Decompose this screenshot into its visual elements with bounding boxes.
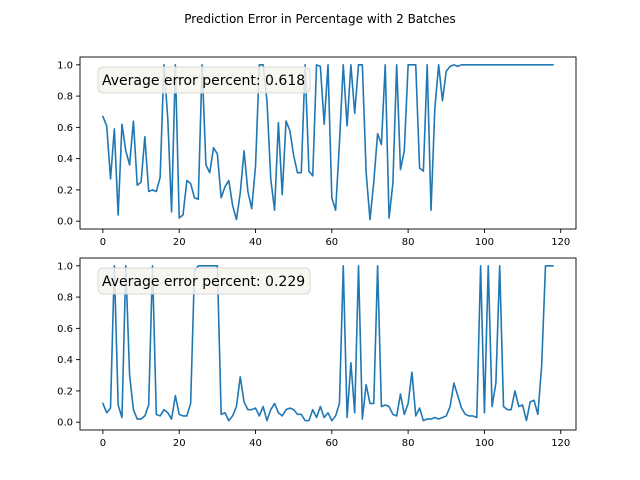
top-x-tick-label: 100 — [475, 237, 494, 248]
top-y-tick-label: 1.0 — [57, 60, 73, 71]
subplot-top: Average error percent: 0.618 0 20 40 60 80 100… — [57, 56, 577, 248]
top-x-tick-label: 60 — [325, 237, 338, 248]
bottom-y-tick-label: 0.0 — [57, 418, 73, 429]
bottom-y-tick-label: 1.0 — [57, 261, 73, 272]
top-x-tick-label: 120 — [551, 237, 570, 248]
bottom-y-tick-label: 0.6 — [57, 324, 73, 335]
bottom-x-tick-label: 120 — [551, 438, 570, 449]
bottom-x-tick-label: 40 — [249, 438, 262, 449]
subplot-bottom: Average error percent: 0.229 0 20 40 60 80 100… — [57, 257, 577, 449]
bottom-x-tick-label: 20 — [173, 438, 186, 449]
top-y-tick-label: 0.8 — [57, 92, 73, 103]
bottom-y-tick-label: 0.2 — [57, 386, 73, 397]
bottom-x-tick-label: 100 — [475, 438, 494, 449]
bottom-series-line — [102, 265, 554, 422]
bottom-annotation-box — [97, 267, 311, 295]
top-y-tick-label: 0.6 — [57, 123, 73, 134]
top-x-tick-label: 0 — [100, 237, 106, 248]
top-x-tick-label: 20 — [173, 237, 186, 248]
bottom-x-tick-label: 80 — [402, 438, 415, 449]
top-y-tick-label: 0.0 — [57, 217, 73, 228]
top-annotation-text: Average error percent: 0.618 — [102, 73, 305, 89]
top-axes-frame — [79, 56, 577, 230]
top-x-tick-label: 40 — [249, 237, 262, 248]
top-y-tick-label: 0.2 — [57, 185, 73, 196]
figure-title: Prediction Error in Percentage with 2 Ba… — [184, 12, 455, 26]
bottom-y-tick-label: 0.4 — [57, 355, 73, 366]
bottom-axes-frame — [79, 257, 577, 431]
bottom-annotation-text: Average error percent: 0.229 — [102, 274, 305, 290]
bottom-y-tick-label: 0.8 — [57, 293, 73, 304]
top-y-tick-label: 0.4 — [57, 154, 73, 165]
bottom-x-tick-label: 0 — [100, 438, 106, 449]
top-series-line — [102, 64, 554, 221]
top-annotation-box — [97, 66, 311, 94]
bottom-x-tick-label: 60 — [325, 438, 338, 449]
top-x-tick-label: 80 — [402, 237, 415, 248]
